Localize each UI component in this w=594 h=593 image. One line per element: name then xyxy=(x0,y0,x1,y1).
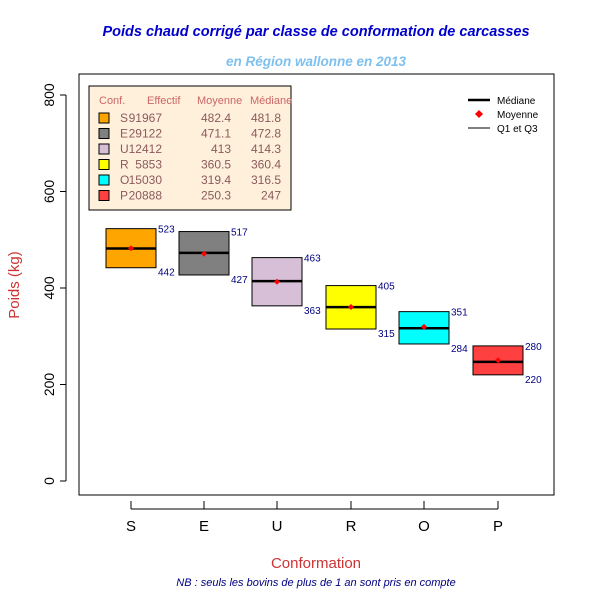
box-U: 463 363 xyxy=(251,254,321,317)
table-cell-U-3: 414.3 xyxy=(251,142,281,156)
chart-title: Poids chaud corrigé par classe de confor… xyxy=(102,24,529,40)
table-cell-E-3: 472.8 xyxy=(251,127,281,141)
table-header-0: Conf. xyxy=(99,95,125,107)
key-legend: Médiane Moyenne Q1 et Q3 xyxy=(468,96,539,135)
table-conf-P: P xyxy=(120,189,128,203)
q3-label-O: 351 xyxy=(451,308,468,319)
table-cell-O-3: 316.5 xyxy=(251,173,281,187)
mean-point-R xyxy=(348,304,354,311)
table-swatch-S xyxy=(98,112,110,124)
table-cell-E-1: 29122 xyxy=(129,127,163,141)
x-tick-label-O: O xyxy=(418,518,430,535)
box-R: 405 315 xyxy=(325,282,395,340)
table-header-2: Moyenne xyxy=(197,95,242,107)
table-legend: Conf. Effectif Moyenne Médiane S 91967 482.4 48… xyxy=(88,85,292,211)
plot-area xyxy=(78,73,555,496)
y-tick-label-2: 400 xyxy=(41,276,57,300)
x-tick-label-E: E xyxy=(199,518,209,535)
table-cell-S-1: 91967 xyxy=(129,111,163,125)
table-cell-R-2: 360.5 xyxy=(201,158,231,172)
x-tick-label-P: P xyxy=(493,518,503,535)
q1-label-E: 427 xyxy=(231,275,248,286)
table-swatch-P xyxy=(98,190,110,201)
mean-point-P xyxy=(495,357,501,364)
table-cell-P-3: 247 xyxy=(261,189,281,203)
y-tick-label-4: 800 xyxy=(41,83,57,107)
table-cell-R-1: 5853 xyxy=(135,158,162,172)
table-cell-P-1: 20888 xyxy=(129,189,163,203)
x-tick-label-R: R xyxy=(346,518,357,535)
table-conf-U: U xyxy=(120,142,129,156)
y-axis-label: Poids (kg) xyxy=(6,251,23,319)
box-O: 351 284 xyxy=(398,308,468,355)
table-swatch-O xyxy=(98,174,110,186)
table-cell-O-2: 319.4 xyxy=(201,173,231,187)
y-tick-label-3: 600 xyxy=(41,180,57,204)
x-tick-label-U: U xyxy=(272,518,283,535)
table-conf-O: O xyxy=(120,173,129,187)
table-swatch-E xyxy=(98,128,110,139)
mean-point-S xyxy=(128,245,134,252)
table-cell-E-2: 471.1 xyxy=(201,127,231,141)
footnote: NB : seuls les bovins de plus de 1 an so… xyxy=(176,577,455,589)
table-cell-U-1: 12412 xyxy=(129,142,163,156)
table-cell-R-3: 360.4 xyxy=(251,158,281,172)
y-axis: 0 200 400 600 800 xyxy=(41,83,67,485)
table-swatch-R xyxy=(98,159,110,170)
legend-quartile-label: Q1 et Q3 xyxy=(497,124,538,135)
chart-subtitle: en Région wallonne en 2013 xyxy=(226,54,407,69)
q1-label-P: 220 xyxy=(525,375,542,386)
table-swatch-U xyxy=(98,143,110,155)
legend-mean-marker xyxy=(475,110,483,118)
y-tick-label-0: 0 xyxy=(41,477,57,485)
table-cell-S-3: 481.8 xyxy=(251,111,281,125)
legend-median-label: Médiane xyxy=(497,96,536,107)
table-cell-O-1: 15030 xyxy=(129,173,163,187)
q3-label-U: 463 xyxy=(304,254,321,265)
legend-mean-label: Moyenne xyxy=(497,110,539,121)
x-tick-label-S: S xyxy=(126,518,136,535)
table-conf-S: S xyxy=(120,111,128,125)
q3-label-R: 405 xyxy=(378,282,395,293)
q3-label-E: 517 xyxy=(231,228,248,239)
table-legend-box xyxy=(88,85,292,211)
q1-label-U: 363 xyxy=(304,306,321,317)
table-cell-S-2: 482.4 xyxy=(201,111,231,125)
q1-label-S: 442 xyxy=(158,268,175,279)
mean-point-E xyxy=(201,250,207,257)
table-cell-P-2: 250.3 xyxy=(201,189,231,203)
mean-point-O xyxy=(421,323,427,330)
q1-label-R: 315 xyxy=(378,329,395,340)
x-axis-label: Conformation xyxy=(271,555,361,572)
table-cell-U-2: 413 xyxy=(211,142,231,156)
table-header-3: Médiane xyxy=(250,95,292,107)
q3-label-S: 523 xyxy=(158,225,175,236)
q3-label-P: 280 xyxy=(525,342,542,353)
y-tick-label-1: 200 xyxy=(41,373,57,397)
table-conf-E: E xyxy=(120,127,128,141)
table-conf-R: R xyxy=(120,158,129,172)
box-E: 517 427 xyxy=(178,228,248,286)
table-header-1: Effectif xyxy=(147,95,181,107)
boxes: 523 442 517 427 463 363 405 315 351 284 280 220 xyxy=(105,225,542,386)
q1-label-O: 284 xyxy=(451,344,468,355)
box-P: 280 220 xyxy=(472,342,542,386)
box-S: 523 442 xyxy=(105,225,175,279)
mean-point-U xyxy=(274,278,280,285)
